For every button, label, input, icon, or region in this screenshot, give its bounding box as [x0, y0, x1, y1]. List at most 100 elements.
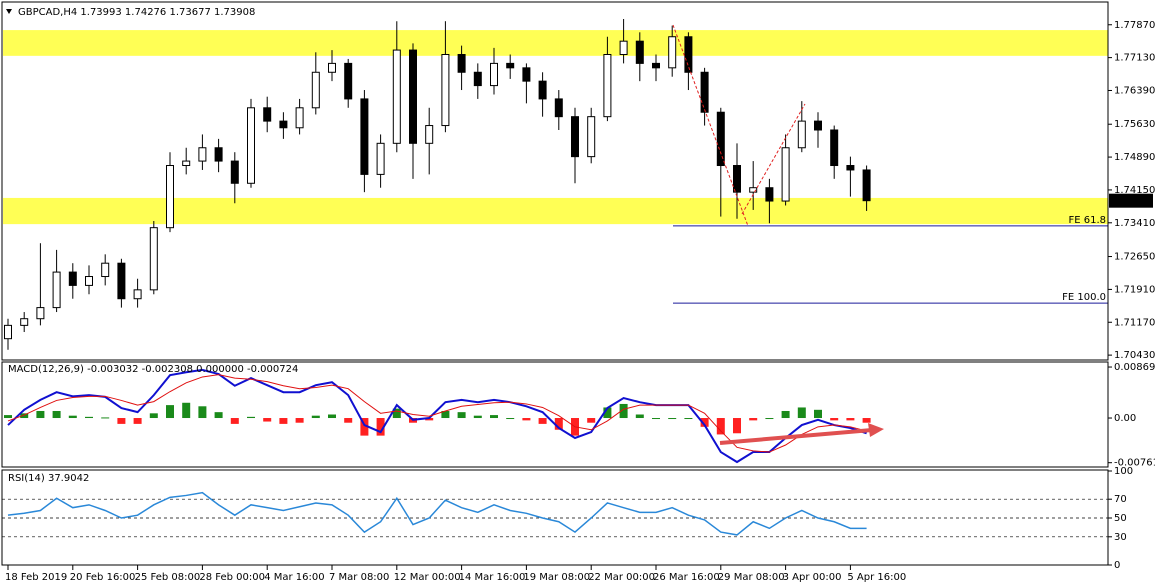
histogram-bar — [311, 415, 320, 419]
candle-body — [68, 271, 77, 286]
candle-body — [635, 40, 644, 64]
candle-body — [522, 67, 531, 82]
candle-body — [506, 62, 515, 69]
histogram-bar — [117, 418, 126, 424]
x-tick-label: 19 Mar 08:00 — [523, 572, 590, 583]
candle-body — [360, 98, 369, 175]
zone — [3, 30, 1108, 56]
candle-body — [214, 147, 223, 162]
histogram-bar — [846, 418, 855, 421]
fe-level-label: FE 61.8 — [1068, 215, 1106, 226]
histogram-bar — [652, 418, 660, 420]
y-tick-label: 1.72650 — [1114, 252, 1155, 263]
histogram-bar — [554, 418, 563, 430]
histogram-bar — [247, 416, 255, 419]
y-tick-label: 0 — [1114, 560, 1120, 571]
candle-body — [603, 54, 612, 118]
y-tick-label: 1.71910 — [1114, 284, 1155, 295]
menu-triangle[interactable] — [6, 9, 12, 14]
x-tick-label: 29 Mar 08:00 — [718, 572, 785, 583]
candle-body — [862, 169, 871, 202]
candle-body — [133, 289, 142, 300]
candle-body — [182, 160, 191, 167]
histogram-bar — [635, 414, 644, 419]
macd-panel-frame — [1, 361, 1109, 468]
fe-level-label: FE 100.0 — [1062, 292, 1106, 303]
histogram-bar — [457, 412, 466, 419]
candle-body — [733, 165, 741, 193]
histogram-bar — [214, 412, 223, 419]
annotation-arrow — [719, 428, 873, 445]
candle-body — [571, 116, 579, 158]
x-tick-label: 12 Mar 00:00 — [394, 572, 461, 583]
chart-title: GBPCAD,H4 1.73993 1.74276 1.73677 1.7390… — [18, 7, 255, 18]
histogram-bar — [392, 408, 401, 419]
y-tick-label: 70 — [1114, 494, 1127, 505]
candle-body — [619, 40, 628, 56]
x-tick-label: 22 Mar 00:00 — [588, 572, 655, 583]
histogram-bar — [749, 418, 758, 421]
candle-body — [279, 120, 288, 129]
histogram-bar — [490, 415, 498, 419]
histogram-bar — [133, 418, 142, 424]
histogram-bar — [506, 418, 515, 420]
x-tick-label: 28 Feb 00:00 — [199, 572, 265, 583]
candle-body — [4, 324, 12, 340]
y-tick-label: 1.77870 — [1114, 20, 1155, 31]
histogram-bar — [603, 407, 612, 419]
candle-body — [490, 62, 498, 87]
histogram-bar — [765, 418, 774, 420]
candle-body — [441, 54, 450, 127]
y-tick-label: 1.73410 — [1114, 218, 1155, 229]
candle-body — [797, 120, 806, 149]
zone — [3, 197, 1108, 225]
candle-body — [344, 62, 353, 100]
drawing-line — [672, 24, 749, 227]
histogram-bar — [441, 410, 450, 419]
histogram-bar — [716, 418, 725, 435]
last-price-box — [1109, 193, 1153, 208]
candle-body — [473, 71, 482, 87]
histogram-bar — [797, 407, 806, 419]
histogram-bar — [473, 415, 482, 419]
histogram-bar — [198, 406, 207, 419]
macd-title: MACD(12,26,9) -0.003032 -0.002308 0.0000… — [8, 364, 298, 375]
candle-body — [749, 187, 758, 193]
candle-body — [425, 125, 434, 144]
histogram-bar — [522, 418, 531, 421]
candle-body — [166, 165, 174, 229]
histogram-bar — [538, 418, 547, 424]
y-tick-label: 1.74150 — [1114, 185, 1155, 196]
candle-body — [554, 98, 563, 118]
candle-body — [85, 276, 93, 286]
histogram-bar — [376, 418, 385, 436]
candle-body — [263, 107, 272, 122]
x-tick-label: 20 Feb 16:00 — [70, 572, 136, 583]
histogram-bar — [20, 413, 29, 419]
candle-body — [101, 262, 110, 278]
plot-layer: 1.77870 1.77130 1.76390 1.75630 1.74890 1.741… — [2, 18, 1155, 583]
candle-body — [149, 227, 158, 291]
candle-body — [36, 307, 45, 320]
candle-body — [52, 271, 61, 309]
histogram-bar — [85, 416, 93, 419]
x-tick-label: 7 Mar 08:00 — [329, 572, 389, 583]
candle-body — [328, 62, 336, 73]
rsi-panel-frame — [1, 469, 1109, 566]
histogram-bar — [295, 418, 304, 423]
histogram-bar — [587, 418, 596, 423]
candle-body — [765, 187, 774, 202]
x-tick-label: 14 Mar 16:00 — [459, 572, 526, 583]
candle-body — [684, 36, 693, 73]
candle-body — [814, 120, 822, 131]
rsi-title: RSI(14) 37.9042 — [8, 473, 89, 484]
histogram-bar — [830, 418, 839, 421]
candle-body — [830, 129, 839, 167]
y-tick-label: 50 — [1114, 513, 1127, 524]
y-tick-label: 1.75630 — [1114, 119, 1155, 130]
y-tick-label: 0.008693 — [1114, 362, 1155, 373]
candle-body — [376, 142, 385, 175]
candle-body — [587, 116, 596, 158]
